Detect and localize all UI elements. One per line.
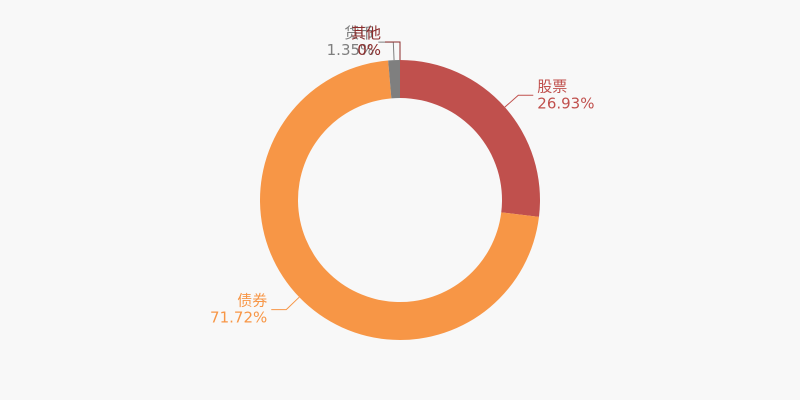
slice-name: 股票 bbox=[537, 77, 567, 95]
slice-value-label: 1.35% bbox=[327, 41, 375, 59]
slice-name: 其他 bbox=[351, 24, 381, 42]
slice-value-label: 26.93% bbox=[537, 94, 594, 112]
slice-name: 债券 bbox=[237, 292, 267, 310]
leader-line bbox=[271, 296, 300, 311]
slice-name: 货币 bbox=[344, 24, 374, 42]
donut-slice bbox=[400, 60, 540, 217]
leader-line bbox=[385, 41, 401, 60]
slice-value-label: 71.72% bbox=[210, 309, 267, 327]
leader-line bbox=[504, 94, 534, 108]
donut-slice bbox=[388, 60, 400, 99]
slice-value-label: 0% bbox=[357, 41, 381, 59]
